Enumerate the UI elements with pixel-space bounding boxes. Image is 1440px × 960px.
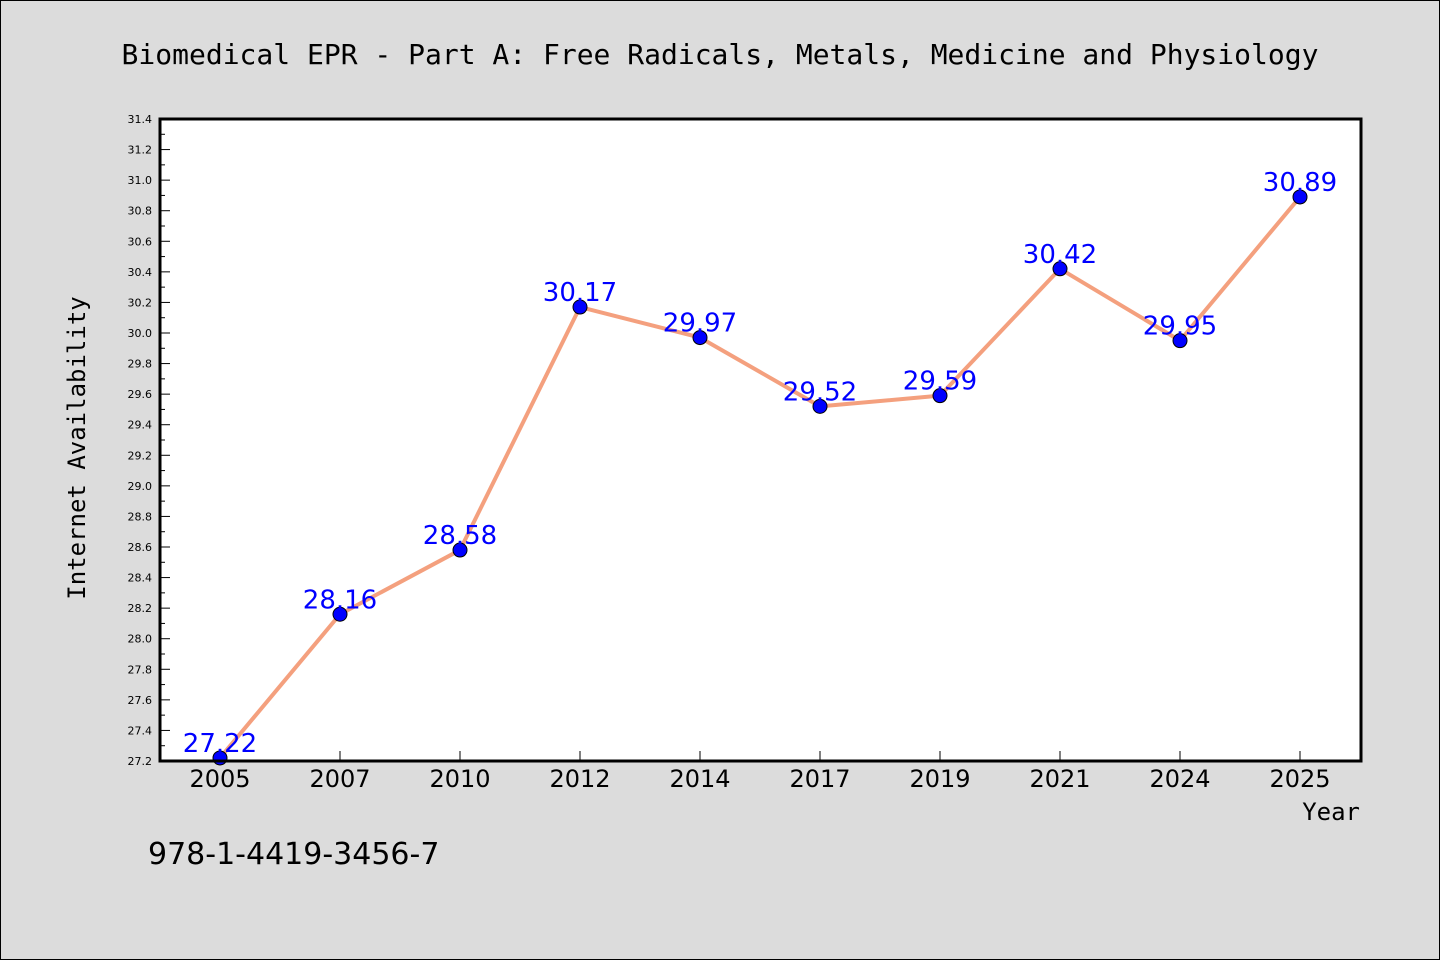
data-label: 30.17 xyxy=(543,278,617,308)
series-line xyxy=(218,195,1302,760)
y-tick-label: 30.8 xyxy=(128,205,153,218)
y-tick-label: 27.2 xyxy=(128,755,153,768)
y-tick-label: 29.2 xyxy=(128,449,153,462)
data-point xyxy=(1052,261,1068,277)
x-tick-label: 2014 xyxy=(669,765,730,793)
data-label: 29.59 xyxy=(903,367,977,397)
data-label: 30.89 xyxy=(1263,168,1337,198)
y-tick-label: 30.0 xyxy=(128,327,153,340)
data-label: 29.97 xyxy=(663,309,737,339)
data-label: 29.52 xyxy=(783,377,857,407)
plot-area xyxy=(160,119,1361,761)
series-layer: 27.22 28.16 28.58 30.17 29.97 29.52 29.59 30.42… xyxy=(183,168,1337,766)
y-tick-label: 29.4 xyxy=(128,419,153,432)
data-label: 28.58 xyxy=(423,521,497,551)
x-tick-label: 2021 xyxy=(1029,765,1090,793)
y-tick-label: 29.6 xyxy=(128,388,153,401)
y-tick-label: 27.8 xyxy=(128,663,153,676)
x-tick-label: 2005 xyxy=(189,765,250,793)
chart-title: Biomedical EPR - Part A: Free Radicals, … xyxy=(122,38,1319,71)
y-tick-label: 29.8 xyxy=(128,358,153,371)
y-tick-label: 30.2 xyxy=(128,296,153,309)
y-tick-label: 30.6 xyxy=(128,235,153,248)
data-label: 27.22 xyxy=(183,729,257,759)
y-tick-label: 28.8 xyxy=(128,510,153,523)
y-tick-label: 28.0 xyxy=(128,633,153,646)
y-axis-ticks: 27.2 27.4 27.6 27.8 28.0 28.2 28.4 28.6 28.8 29.0… xyxy=(128,113,170,768)
x-axis-label: Year xyxy=(1302,798,1360,826)
data-point xyxy=(452,542,468,558)
y-tick-label: 31.0 xyxy=(128,174,153,187)
y-tick-label: 27.4 xyxy=(128,724,153,737)
data-point xyxy=(812,398,828,414)
y-tick-label: 28.6 xyxy=(128,541,153,554)
x-tick-label: 2007 xyxy=(309,765,370,793)
x-tick-label: 2025 xyxy=(1269,765,1330,793)
y-axis-label: Internet Availability xyxy=(63,296,91,599)
data-label: 29.95 xyxy=(1143,312,1217,342)
y-tick-label: 31.2 xyxy=(128,144,153,157)
y-tick-label: 27.6 xyxy=(128,694,153,707)
x-tick-label: 2024 xyxy=(1149,765,1210,793)
y-tick-label: 28.4 xyxy=(128,572,153,585)
data-label: 28.16 xyxy=(303,585,377,615)
isbn-text: 978-1-4419-3456-7 xyxy=(148,837,439,872)
plot-frame xyxy=(158,117,1363,763)
data-point xyxy=(692,330,708,346)
data-point xyxy=(1292,189,1308,205)
data-label: 30.42 xyxy=(1023,240,1097,270)
x-tick-label: 2012 xyxy=(549,765,610,793)
y-tick-label: 28.2 xyxy=(128,602,153,615)
y-tick-label: 29.0 xyxy=(128,480,153,493)
x-axis-ticks: 2005 2007 2010 2012 2014 2017 2019 2021 2024 2025 xyxy=(189,751,1331,793)
y-tick-label: 31.4 xyxy=(128,113,153,126)
data-point xyxy=(572,299,588,315)
x-tick-label: 2010 xyxy=(429,765,490,793)
y-tick-label: 30.4 xyxy=(128,266,153,279)
data-point xyxy=(1172,333,1188,349)
data-point xyxy=(932,388,948,404)
x-tick-label: 2019 xyxy=(909,765,970,793)
data-point xyxy=(332,606,348,622)
x-tick-label: 2017 xyxy=(789,765,850,793)
